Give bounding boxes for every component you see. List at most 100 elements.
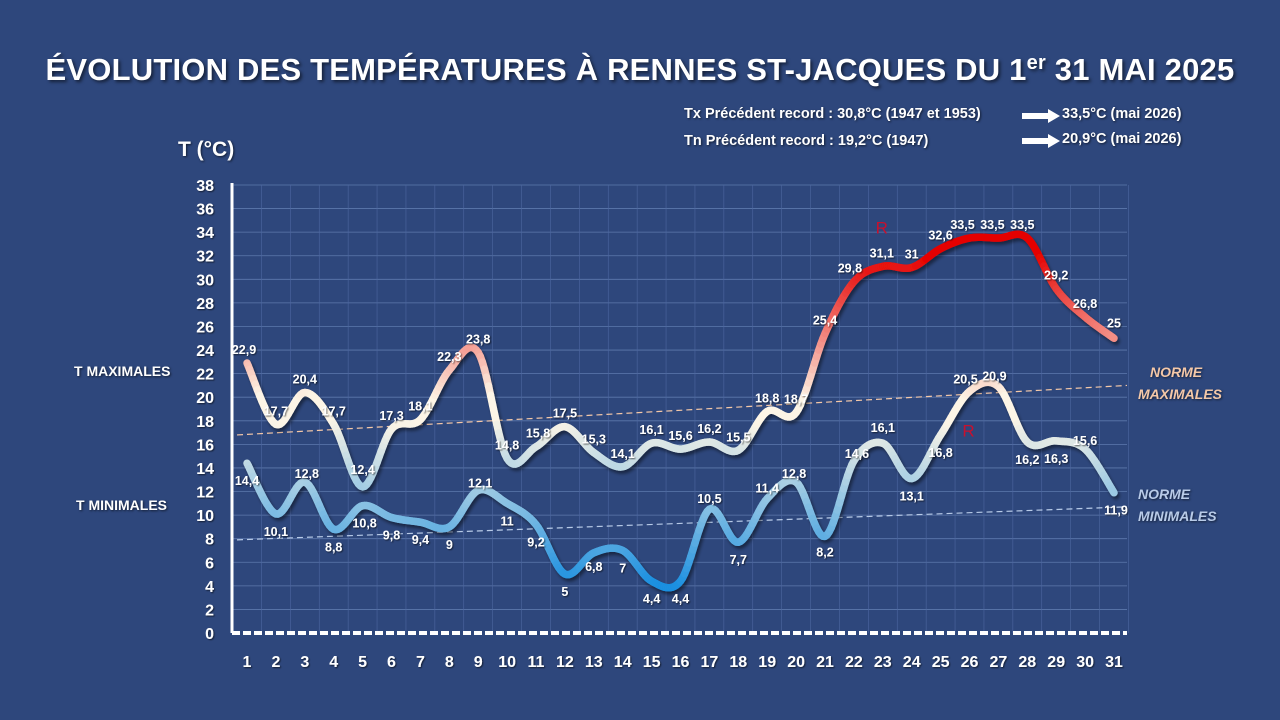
- x-tick-label: 4: [329, 654, 338, 671]
- tmax-data-label-item: 14,8: [495, 439, 519, 453]
- y-tick-label: 20: [196, 390, 214, 407]
- tmin-data-label-item: 11: [500, 514, 513, 528]
- chart-title-superscript: er: [1026, 52, 1046, 74]
- x-tick-label: 19: [758, 654, 776, 671]
- tn-record-arrow-icon: [1022, 134, 1060, 148]
- tmax-data-label-item: 22,9: [232, 343, 256, 357]
- norme-max-label-line2: MAXIMALES: [1138, 386, 1222, 402]
- norme-min-line: [236, 506, 1128, 541]
- tmin-data-label-item: 9,8: [383, 528, 400, 542]
- chart-title-end: 31 MAI 2025: [1045, 52, 1235, 87]
- x-ticks: 1 2 3 4 5 6 7 8 9 10 11 12 13 14 15 16 17 18 19 20 21 22 23 24 2…: [243, 654, 1123, 671]
- tmax-data-label-item: 31: [905, 248, 919, 262]
- tmax-data-label-item: 15,5: [726, 430, 750, 444]
- x-tick-label: 6: [387, 654, 396, 671]
- y-tick-label: 18: [196, 414, 214, 431]
- x-tick-label: 31: [1105, 654, 1123, 671]
- y-tick-label: 28: [196, 296, 214, 313]
- norme-min-label-line1: NORME: [1138, 486, 1191, 502]
- norme-max-line: [236, 384, 1128, 436]
- x-tick-label: 23: [874, 654, 892, 671]
- tmax-data-label-item: 17,7: [322, 404, 346, 418]
- y-tick-label: 12: [196, 485, 214, 502]
- x-tick-label: 2: [271, 654, 280, 671]
- x-tick-label: 21: [816, 654, 834, 671]
- tmax-data-label-item: 15,3: [582, 433, 606, 447]
- tmax-data-label-item: 23,8: [466, 332, 490, 346]
- norme-max-label-line1: NORME: [1150, 364, 1203, 380]
- tmin-data-label-item: 11,9: [1104, 504, 1128, 518]
- tn-record-new: 20,9°C (mai 2026): [1062, 131, 1182, 147]
- tmin-data-label-item: 20,9: [982, 370, 1006, 384]
- y-tick-label: 2: [205, 602, 214, 619]
- norme-min-label: NORME MINIMALES: [1138, 483, 1217, 527]
- norme-min-label-line2: MINIMALES: [1138, 508, 1217, 524]
- x-tick-label: 8: [445, 654, 454, 671]
- x-tick-label: 29: [1047, 654, 1065, 671]
- x-tick-label: 9: [474, 654, 483, 671]
- x-tick-label: 5: [358, 654, 367, 671]
- tmin-data-label-item: 13,1: [900, 490, 924, 504]
- tmax-data-label-item: 26,8: [1073, 297, 1097, 311]
- tmax-data-label-item: 15,8: [526, 427, 550, 441]
- tmax-data-label-item: 17,7: [264, 404, 288, 418]
- t-max-label: T MAXIMALES: [74, 363, 171, 379]
- x-tick-label: 20: [787, 654, 805, 671]
- tmax-data-label-item: 29,2: [1044, 269, 1068, 283]
- x-tick-label: 26: [961, 654, 979, 671]
- x-tick-label: 24: [903, 654, 921, 671]
- tmin-data-label-item: 10,8: [352, 517, 376, 531]
- tmax-data-label-item: 17,5: [553, 407, 577, 421]
- tmin-data-label-item: 9,2: [527, 536, 544, 550]
- x-tick-label: 11: [528, 654, 545, 671]
- chart-title-main: ÉVOLUTION DES TEMPÉRATURES À RENNES ST-J…: [45, 52, 1027, 87]
- x-tick-label: 17: [701, 654, 719, 671]
- record-marker: R: [876, 218, 888, 237]
- x-tick-label: 28: [1018, 654, 1036, 671]
- y-tick-label: 4: [205, 579, 214, 596]
- y-tick-label: 34: [196, 225, 214, 242]
- tx-record-arrow-icon: [1022, 109, 1060, 123]
- tmax-data-label-item: 25: [1107, 316, 1121, 330]
- tx-record-text: Tx Précédent record : 30,8°C (1947 et 19…: [684, 106, 981, 122]
- tmax-data-label-item: 25,4: [813, 314, 837, 328]
- tmax-data-label-item: 18,7: [784, 393, 808, 407]
- tmax-data-label-item: 15,6: [668, 429, 692, 443]
- y-tick-label: 14: [196, 461, 214, 478]
- tmin-line-segment: [1109, 487, 1118, 497]
- tmin-data-label: 14,4 10,1 12,8 8,8 10,8 9,8 9,4 9 12,1 11 9,2 5 6,8 7…: [235, 370, 1128, 607]
- tmin-data-label-item: 14,6: [845, 447, 869, 461]
- tmax-data-label-item: 18,8: [755, 391, 779, 405]
- tmax-data-label-item: 16,2: [697, 422, 721, 436]
- x-tick-label: 14: [614, 654, 632, 671]
- tmin-data-label-item: 9: [446, 538, 453, 552]
- x-tick-label: 3: [300, 654, 309, 671]
- x-tick-label: 18: [729, 654, 747, 671]
- tmax-data-label-item: 33,5: [1010, 218, 1034, 232]
- tmin-data-label-item: 11,4: [755, 482, 779, 496]
- tmin-data-label-item: 7: [619, 561, 626, 575]
- tmax-data-label-item: 29,8: [838, 262, 862, 276]
- tmax-data-label-item: 33,5: [950, 218, 974, 232]
- t-min-label: T MINIMALES: [76, 497, 167, 513]
- tmax-data-label-item: 22,3: [437, 350, 461, 364]
- x-tick-label: 13: [585, 654, 603, 671]
- tmax-data-label-item: 17,3: [379, 409, 403, 423]
- tmax-line: [243, 230, 1118, 491]
- x-tick-label: 1: [243, 654, 252, 671]
- tmin-data-label-item: 4,4: [643, 592, 660, 606]
- tmin-data-label-item: 14,4: [235, 474, 259, 488]
- tmin-data-label-item: 5: [561, 585, 568, 599]
- record-marker: R: [962, 421, 974, 440]
- tmin-data-label-item: 16,3: [1044, 452, 1068, 466]
- tmax-data-label-item: 33,5: [980, 218, 1004, 232]
- y-tick-label: 30: [196, 272, 214, 289]
- y-tick-label: 26: [196, 319, 214, 336]
- tmin-data-label-item: 6,8: [585, 560, 602, 574]
- tmin-data-label-item: 10,5: [697, 492, 721, 506]
- norme-max-label: NORME MAXIMALES: [1138, 361, 1222, 405]
- tmax-data-label-item: 32,6: [928, 229, 952, 243]
- chart-title: ÉVOLUTION DES TEMPÉRATURES À RENNES ST-J…: [0, 52, 1280, 88]
